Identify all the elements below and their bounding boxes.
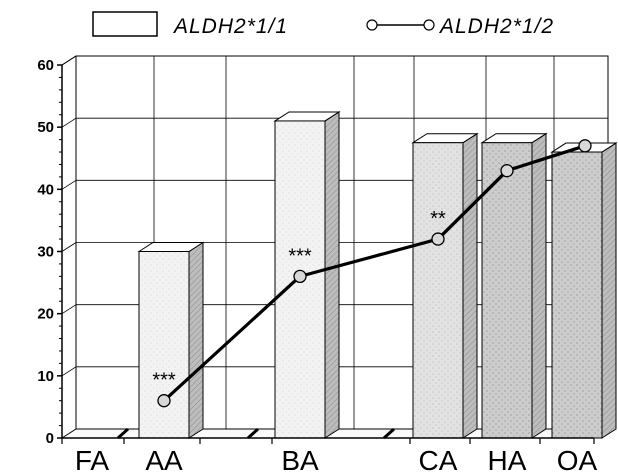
horizontal-gridline-side: [61, 55, 77, 66]
horizontal-gridline-side: [61, 117, 77, 128]
bar-side: [601, 142, 617, 439]
significance-annotation: ***: [152, 370, 176, 392]
series-line: [157, 139, 592, 408]
legend-bar-swatch: [92, 11, 158, 37]
bar-side: [531, 132, 547, 439]
bar-front: [412, 142, 464, 439]
y-tick-label: 50: [37, 119, 54, 136]
horizontal-gridline-side: [61, 366, 77, 377]
significance-annotation: ***: [288, 245, 312, 267]
y-tick-label: 40: [37, 181, 54, 198]
legend-line-marker-end: [423, 19, 435, 31]
x-tick-label: HA: [488, 445, 527, 474]
y-tick-label: 60: [37, 57, 54, 74]
axis-breaks: [116, 427, 396, 440]
series-line-marker: [500, 164, 514, 178]
y-tick-label: 30: [37, 244, 54, 261]
y-tick-label: 20: [37, 306, 54, 323]
x-tick-label: FA: [75, 445, 110, 474]
series-line-marker: [431, 232, 445, 246]
series-line-marker: [157, 394, 171, 408]
bars: [137, 111, 618, 439]
axis-break-mark: [116, 427, 130, 440]
horizontal-gridline-side: [61, 179, 77, 190]
y-tick-label: 10: [37, 368, 54, 385]
legend-line-marker-start: [366, 19, 378, 31]
series-line-marker: [578, 139, 592, 153]
y-axis: 0 10 20 30 40 50 60: [37, 57, 62, 447]
bar-front: [481, 142, 533, 439]
y-tick-label: 0: [46, 430, 54, 447]
x-tick-label: AA: [145, 445, 183, 474]
bar-oa: [550, 142, 618, 439]
legend-bar-label: ALDH2*1/1: [172, 15, 288, 38]
annotations: ********: [152, 208, 446, 392]
x-axis: FA AA BA CA HA OA: [61, 437, 598, 474]
horizontal-gridline-side: [61, 304, 77, 315]
horizontal-gridline-side: [61, 242, 77, 252]
x-tick-label: BA: [281, 445, 319, 474]
x-tick-label: OA: [557, 445, 598, 474]
series-line-marker: [293, 269, 307, 284]
axis-break-mark: [382, 427, 396, 440]
axis-break-mark: [246, 427, 260, 440]
bar-aa: [137, 241, 205, 439]
significance-annotation: **: [430, 208, 446, 230]
bar-ba: [273, 111, 341, 439]
bar-side: [462, 132, 478, 439]
bar-ha: [480, 132, 548, 439]
legend-line-label: ALDH2*1/2: [438, 15, 554, 38]
bar-side: [324, 111, 340, 439]
bar-front: [551, 151, 603, 439]
bar-side: [188, 241, 204, 439]
x-tick-label: CA: [419, 445, 458, 474]
bar-ca: [411, 132, 479, 439]
legend: ALDH2*1/1 ALDH2*1/2: [92, 11, 554, 38]
bar-front: [138, 251, 190, 439]
